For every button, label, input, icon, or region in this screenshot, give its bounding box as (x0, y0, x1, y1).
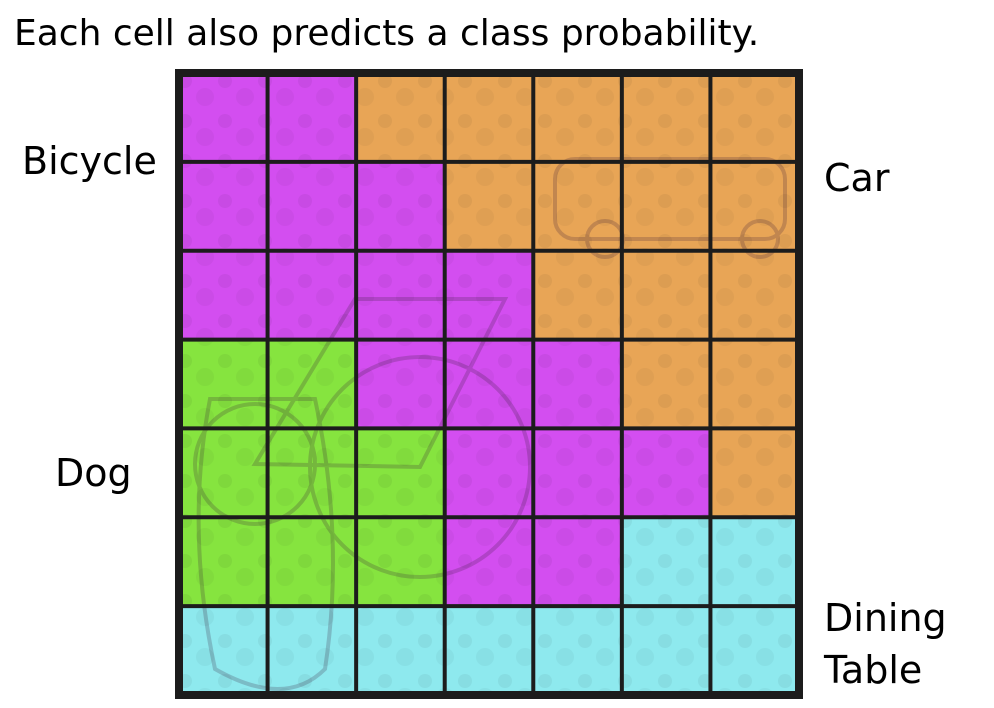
label-dining-line2: Table (824, 648, 923, 692)
label-dining-line1: Dining (824, 596, 947, 640)
class-probability-grid (175, 69, 803, 699)
page-title: Each cell also predicts a class probabil… (14, 13, 760, 54)
label-dog: Dog (55, 451, 132, 495)
photo-texture (175, 69, 803, 699)
label-dining-table: Dining Table (824, 592, 947, 696)
label-bicycle: Bicycle (22, 139, 157, 183)
grid-svg (175, 69, 803, 699)
label-car: Car (824, 156, 890, 200)
